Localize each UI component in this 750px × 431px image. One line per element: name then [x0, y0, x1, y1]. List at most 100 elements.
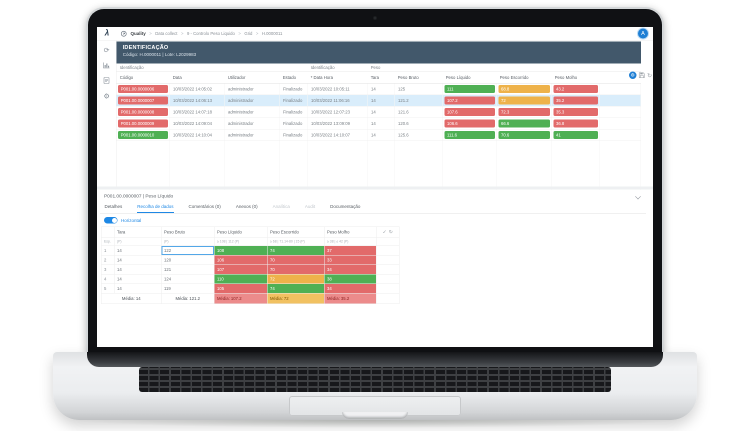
- cell-utilizador[interactable]: administrador: [224, 83, 280, 95]
- identification-subtitle: Código: H.0000011 | Lote: L2029983: [122, 52, 197, 57]
- cell-data[interactable]: 10/03/2022 14:05:02: [169, 83, 225, 95]
- cell-estado[interactable]: Finalizado: [279, 117, 308, 130]
- cell-tara[interactable]: 14: [367, 83, 395, 95]
- sample-tara-cell[interactable]: 14: [114, 274, 162, 284]
- cell-data-hora[interactable]: 10/03/2022 12:07:23: [307, 106, 368, 118]
- cell-data[interactable]: 10/03/2022 14:07:18: [169, 106, 225, 118]
- gear-icon[interactable]: ⚙: [103, 92, 110, 100]
- col-header-peso-escorrido[interactable]: Peso Escorrido: [496, 71, 552, 84]
- col-header-data[interactable]: Data: [169, 71, 225, 84]
- tab-anexos[interactable]: Anexos (0): [235, 204, 258, 209]
- cell-data[interactable]: 10/03/2022 14:09:04: [169, 117, 225, 130]
- collapse-chevron-icon[interactable]: [635, 193, 641, 200]
- cell-estado[interactable]: Finalizado: [279, 94, 308, 107]
- breadcrumb-root[interactable]: Quality: [130, 31, 146, 36]
- cell-data[interactable]: 10/03/2022 14:10:04: [169, 129, 225, 141]
- laptop-hinge: [87, 352, 663, 367]
- col-header-peso-liquido[interactable]: Peso Líquido: [442, 71, 497, 84]
- reload-icon[interactable]: ↻: [388, 229, 393, 235]
- row-number: 4: [101, 274, 115, 284]
- sample-bruto-cell[interactable]: 119: [161, 283, 215, 294]
- row-number: 3: [101, 264, 115, 275]
- cell-peso-bruto[interactable]: 121.2: [394, 94, 443, 107]
- app-viewport: λ Quality > Data collect > 9 - Controlo …: [97, 27, 653, 347]
- module-icon: [120, 30, 128, 37]
- cell-data-hora[interactable]: 10/03/2022 13:09:09: [307, 117, 368, 130]
- sync-icon[interactable]: ⟳: [103, 46, 110, 54]
- chart-icon[interactable]: [103, 62, 110, 69]
- media-escorrido: Média: 72: [267, 293, 325, 304]
- breadcrumb-item[interactable]: H.0000011: [261, 31, 283, 36]
- cell-tara[interactable]: 14: [367, 129, 395, 141]
- tab-comentarios[interactable]: Comentários (0): [188, 204, 221, 209]
- cell-tara[interactable]: 14: [367, 106, 395, 118]
- top-bar: λ Quality > Data collect > 9 - Controlo …: [97, 27, 653, 41]
- cell-utilizador[interactable]: administrador: [224, 129, 280, 141]
- cell-tara[interactable]: 14: [367, 94, 395, 107]
- cell-tara[interactable]: 14: [367, 117, 395, 130]
- cell-data-hora[interactable]: 10/03/2022 11:06:16: [307, 94, 368, 107]
- cell-peso-bruto[interactable]: 120.6: [394, 117, 443, 130]
- app-window: λ Quality > Data collect > 9 - Controlo …: [97, 27, 653, 347]
- sample-row: 3 14 121 107 70 34: [101, 264, 400, 275]
- breadcrumb-item[interactable]: Data collect: [155, 31, 178, 36]
- col-header-estado[interactable]: Estado: [279, 71, 308, 84]
- peso-liquido-chip: 111: [444, 84, 495, 94]
- col-header-peso-bruto[interactable]: Peso Bruto: [394, 71, 443, 84]
- sample-bruto-cell[interactable]: 124: [161, 274, 215, 284]
- cell-utilizador[interactable]: administrador: [224, 117, 280, 130]
- document-icon[interactable]: [103, 77, 110, 84]
- user-avatar[interactable]: A: [638, 28, 648, 39]
- cell-data-hora[interactable]: 10/03/2022 10:05:11: [307, 83, 368, 95]
- cell-estado[interactable]: Finalizado: [279, 129, 308, 141]
- col-header-tara[interactable]: Tara: [367, 71, 395, 84]
- col-header-data-hora[interactable]: * Data Hora: [307, 71, 368, 84]
- grid-row[interactable]: P001.00.0000006 10/03/2022 14:05:02 admi…: [116, 83, 641, 95]
- tab-audit: Audit: [304, 204, 316, 209]
- grid-settings-icon[interactable]: ⚙: [628, 71, 637, 79]
- sample-bruto-cell[interactable]: 120: [161, 255, 215, 265]
- validate-check-icon[interactable]: ✓: [382, 229, 387, 235]
- tab-recolha-de-dados[interactable]: Recolha de dados: [136, 201, 175, 213]
- horizontal-toggle[interactable]: [104, 217, 118, 224]
- cell-peso-bruto[interactable]: 125.6: [394, 129, 443, 141]
- peso-molho-chip: 35.2: [553, 96, 598, 105]
- tab-detalhes[interactable]: Detalhes: [104, 204, 123, 209]
- sample-bruto-cell[interactable]: 121: [161, 264, 215, 275]
- breadcrumb-item[interactable]: Grid: [244, 31, 253, 36]
- sample-bruto-cell[interactable]: 122: [161, 245, 215, 256]
- undo-refresh-icon[interactable]: ↻: [646, 71, 652, 79]
- sample-tara-cell[interactable]: 14: [114, 255, 162, 265]
- cell-utilizador[interactable]: administrador: [224, 94, 280, 107]
- sample-molho-cell: 38: [324, 274, 377, 284]
- cell-data[interactable]: 10/03/2022 14:06:13: [169, 94, 225, 107]
- cell-data-hora[interactable]: 10/03/2022 14:10:07: [307, 129, 368, 141]
- row-number: 1: [101, 245, 115, 256]
- grid-row[interactable]: P001.00.0000009 10/03/2022 14:09:04 admi…: [116, 117, 641, 130]
- breadcrumb-item[interactable]: 9 - Controlo Peso Liquido: [186, 31, 235, 36]
- grid-row[interactable]: P001.00.0000008 10/03/2022 14:07:18 admi…: [116, 106, 641, 118]
- save-icon[interactable]: [638, 72, 645, 79]
- row-number: 2: [101, 255, 115, 265]
- cell-utilizador[interactable]: administrador: [224, 106, 280, 118]
- col-header-peso-molho[interactable]: Peso Molho: [551, 71, 600, 84]
- cell-peso-bruto[interactable]: 125: [394, 83, 443, 95]
- cell-estado[interactable]: Finalizado: [279, 106, 308, 118]
- sample-escorrido-cell: 70: [267, 255, 325, 265]
- sample-tara-cell[interactable]: 14: [114, 264, 162, 275]
- grid-row[interactable]: P001.00.0000010 10/03/2022 14:10:04 admi…: [116, 129, 641, 141]
- app-logo-icon: λ: [104, 29, 110, 38]
- ptable-header-peso-escorrido: Peso Escorrido: [267, 226, 325, 238]
- ptable-header-peso-molho: Peso Molho: [324, 226, 377, 238]
- grid-row-selected[interactable]: P001.00.0000007 10/03/2022 14:06:13 admi…: [116, 94, 641, 107]
- cell-peso-bruto[interactable]: 121.6: [394, 106, 443, 118]
- tab-documentacao[interactable]: Documentação: [330, 204, 361, 209]
- cell-estado[interactable]: Finalizado: [279, 83, 308, 95]
- sample-escorrido-cell: 74: [267, 245, 325, 256]
- col-header-utilizador[interactable]: Utilizador: [224, 71, 280, 84]
- samples-table: Tara Peso Bruto Peso Líquido Peso Escorr…: [101, 226, 400, 304]
- grid-empty-area: [116, 140, 641, 190]
- sample-tara-cell[interactable]: 14: [114, 245, 162, 256]
- col-header-codigo[interactable]: Código: [116, 71, 170, 84]
- sample-tara-cell[interactable]: 14: [114, 283, 162, 294]
